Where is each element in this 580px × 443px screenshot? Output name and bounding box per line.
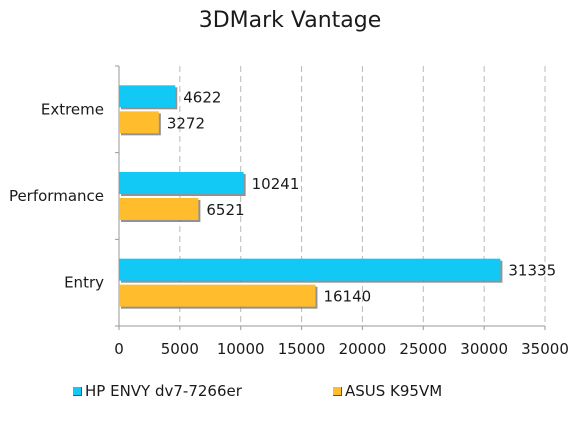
legend-label-series-1: HP ENVY dv7-7266er: [85, 382, 242, 400]
x-tick-label: 10000: [217, 340, 265, 358]
data-label: 31335: [508, 262, 556, 280]
data-label: 3272: [167, 114, 205, 132]
category-label: Entry: [64, 274, 104, 292]
bar: [119, 85, 176, 108]
bar: [119, 111, 159, 134]
legend-swatch-series-2: [333, 386, 342, 396]
bar: [119, 172, 244, 194]
x-tick-label: 15000: [278, 340, 326, 358]
chart-title: 3DMark Vantage: [198, 8, 382, 33]
data-label: 6521: [206, 201, 244, 219]
legend-item-series-1: HP ENVY dv7-7266er: [73, 382, 242, 400]
category-label: Extreme: [41, 100, 104, 118]
bar: [119, 198, 199, 220]
x-tick-label: 25000: [399, 340, 447, 358]
legend-item-series-2: ASUS K95VM: [333, 382, 442, 400]
data-label: 4622: [183, 88, 221, 106]
x-tick-label: 20000: [339, 340, 387, 358]
data-label: 16140: [323, 288, 371, 306]
legend: HP ENVY dv7-7266er ASUS K95VM: [0, 382, 580, 406]
x-tick-label: 0: [114, 340, 124, 358]
bar: [119, 284, 316, 307]
data-label: 10241: [252, 175, 300, 193]
legend-label-series-2: ASUS K95VM: [345, 382, 443, 400]
bar: [119, 258, 501, 281]
x-tick-label: 30000: [460, 340, 508, 358]
x-tick-label: 5000: [161, 340, 199, 358]
x-tick-label: 35000: [521, 340, 569, 358]
legend-swatch-series-1: [73, 386, 82, 396]
category-label: Performance: [9, 187, 104, 205]
